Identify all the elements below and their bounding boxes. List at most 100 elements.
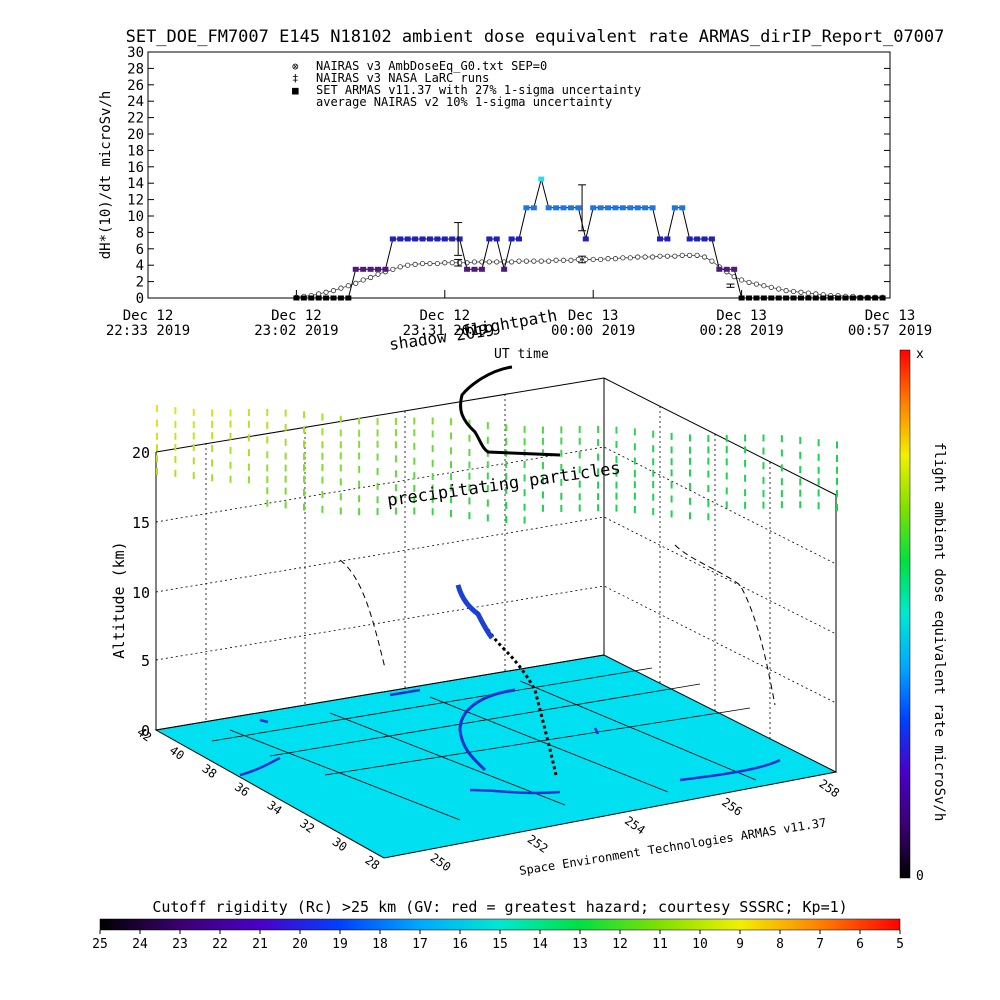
nairas-point [590, 256, 596, 263]
nairas-point [672, 253, 678, 259]
particle-dot [780, 478, 783, 486]
particle-dot [284, 452, 287, 460]
particle-dot [762, 476, 765, 484]
nairas-point [338, 285, 344, 291]
armas-point [560, 205, 567, 211]
particle-dot [633, 428, 636, 436]
particle-dot [652, 493, 655, 501]
x-tick-label-date: Dec 12 [420, 308, 471, 324]
y-tick-label: 16 [127, 160, 144, 176]
armas-point [367, 266, 374, 272]
armas-point [360, 266, 367, 272]
particle-dot [744, 459, 747, 467]
nairas-point [397, 264, 403, 270]
y-tick-label: 18 [127, 143, 144, 159]
particle-dot [431, 417, 434, 425]
particle-dot [450, 496, 453, 504]
particle-dot [633, 457, 636, 465]
particle-dot [284, 487, 287, 495]
particle-dot [358, 440, 361, 448]
particle-dot [303, 503, 306, 511]
particle-dot [303, 475, 306, 483]
y-tick-label: 24 [127, 94, 144, 110]
particle-dot [578, 504, 581, 512]
flightpath-color [455, 584, 495, 640]
particle-dot [192, 472, 195, 480]
nairas-point [523, 258, 530, 264]
annotation-ut-time: UT time [494, 347, 549, 362]
particle-dot [247, 463, 250, 471]
particle-dot [394, 429, 397, 437]
particle-dot [192, 443, 195, 451]
armas-point [820, 295, 827, 301]
particle-dot [652, 480, 655, 488]
particle-dot [725, 434, 728, 442]
nairas-point [434, 260, 440, 267]
particle-dot [799, 466, 802, 474]
nairas-point [345, 283, 351, 289]
armas-point [701, 236, 708, 242]
rigidity-tick-label: 6 [856, 937, 864, 952]
particle-dot [486, 514, 489, 522]
altitude-3d-plot: shadow 2019 flightpath UT time precipita… [110, 306, 842, 878]
particle-dot [652, 430, 655, 438]
particle-dot [836, 454, 838, 462]
y-tick-label: 14 [127, 176, 144, 192]
armas-series [293, 176, 886, 301]
longitude-tick-label: 258 [816, 776, 842, 800]
armas-point [849, 295, 856, 301]
dose-colorbar: x 0 flight ambient dose equivalent rate … [899, 347, 947, 884]
particle-dot [413, 496, 416, 504]
particle-dot [266, 408, 269, 416]
altitude-tick-label: 15 [132, 514, 150, 532]
y-tick-label: 26 [127, 78, 144, 94]
particle-dot [284, 438, 287, 446]
nairas-point [405, 262, 411, 268]
particle-dot [247, 449, 250, 457]
particle-dot [523, 460, 526, 468]
particle-dot [799, 436, 802, 444]
armas-point [760, 295, 767, 301]
nairas-point [427, 260, 433, 267]
particle-dot [670, 446, 673, 454]
particle-dot [266, 421, 269, 429]
particle-dot [652, 458, 655, 466]
y-tick-label: 30 [127, 45, 144, 61]
armas-point [434, 236, 441, 242]
x-tick-label-date: Dec 13 [716, 308, 767, 324]
particle-dot [707, 435, 710, 443]
armas-point [827, 295, 834, 301]
particle-dot [431, 495, 434, 503]
particle-dot [229, 446, 232, 454]
particle-dot [597, 438, 600, 446]
particle-dot [247, 434, 250, 442]
particle-dot [376, 440, 379, 448]
nairas-point [419, 260, 426, 267]
particle-dot [597, 481, 600, 489]
particle-dot [321, 505, 324, 513]
particle-dot [266, 499, 269, 507]
particle-dot [413, 472, 416, 480]
particle-dot [486, 436, 489, 444]
particle-dot [450, 473, 453, 481]
chart-title: SET_DOE_FM7007 E145 N18102 ambient dose … [126, 27, 945, 47]
particle-dot [468, 461, 471, 469]
particle-dot [376, 418, 379, 426]
particle-dot [523, 489, 526, 497]
armas-point [426, 236, 433, 242]
particle-dot [266, 476, 269, 484]
particle-dot [321, 428, 324, 436]
particle-dot [633, 505, 636, 513]
nairas-point [746, 279, 752, 286]
particle-dot [762, 501, 765, 509]
armas-point [694, 236, 701, 242]
particle-dot [358, 429, 361, 437]
nairas-point [679, 252, 685, 258]
x-tick-label-date: Dec 12 [271, 308, 322, 324]
armas-point [805, 295, 812, 301]
particle-dot [597, 493, 600, 501]
particle-dot [303, 453, 306, 461]
